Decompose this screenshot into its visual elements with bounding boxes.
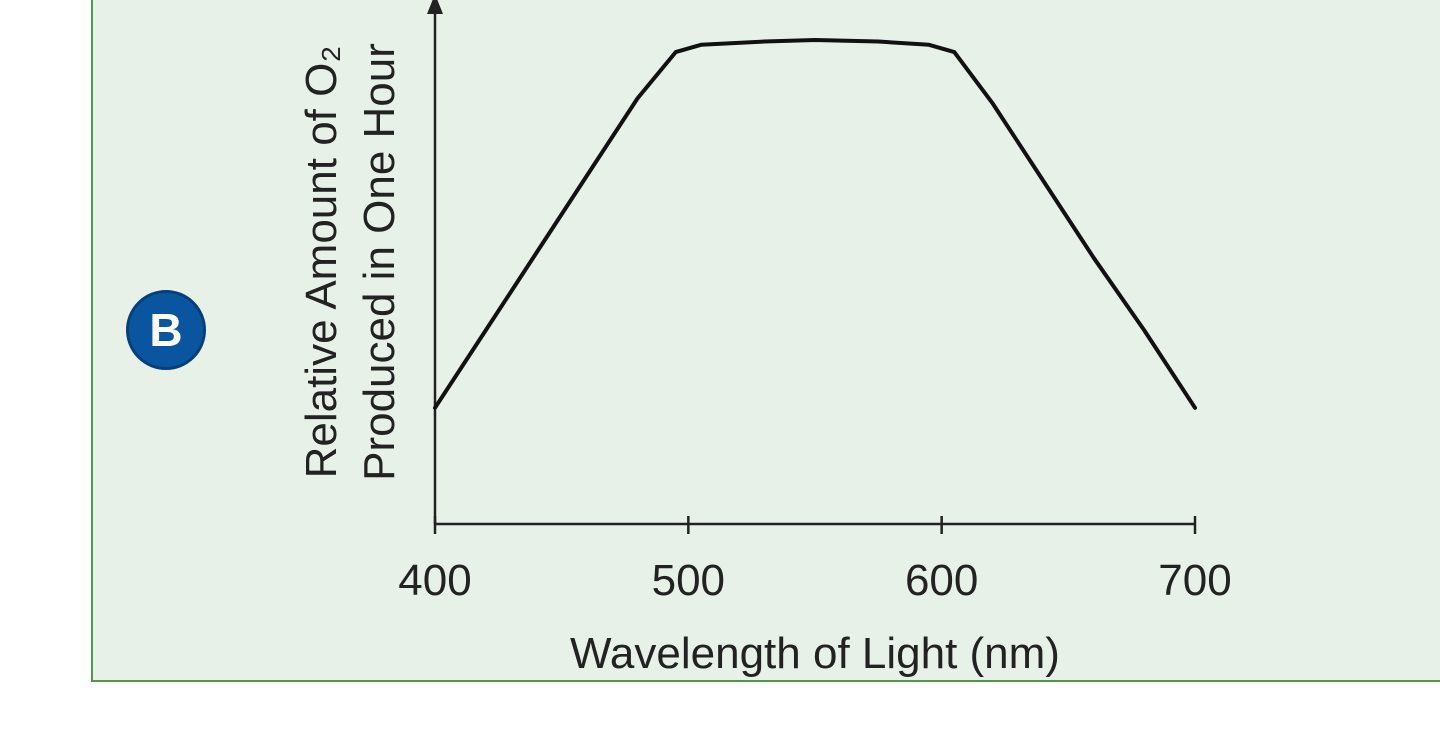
chart-axes — [427, 0, 1195, 526]
figure-panel — [91, 0, 1440, 682]
x-axis-title: Wavelength of Light (nm) — [570, 629, 1060, 678]
panel-label-badge: B — [126, 290, 206, 370]
y-axis-title-line-1: Relative Amount of O₂ — [297, 46, 346, 479]
x-tick-label: 500 — [652, 556, 725, 605]
x-tick-label: 600 — [905, 556, 978, 605]
x-ticks: 400 500 600 700 — [398, 516, 1232, 605]
panel-label-text: B — [149, 304, 183, 356]
x-tick-label: 400 — [398, 556, 471, 605]
series-line — [433, 38, 1197, 410]
x-tick-label: 700 — [1158, 556, 1231, 605]
y-axis-arrowhead — [427, 0, 443, 14]
series-layer — [433, 38, 1197, 410]
y-axis-title-line-2: Produced in One Hour — [355, 43, 404, 481]
